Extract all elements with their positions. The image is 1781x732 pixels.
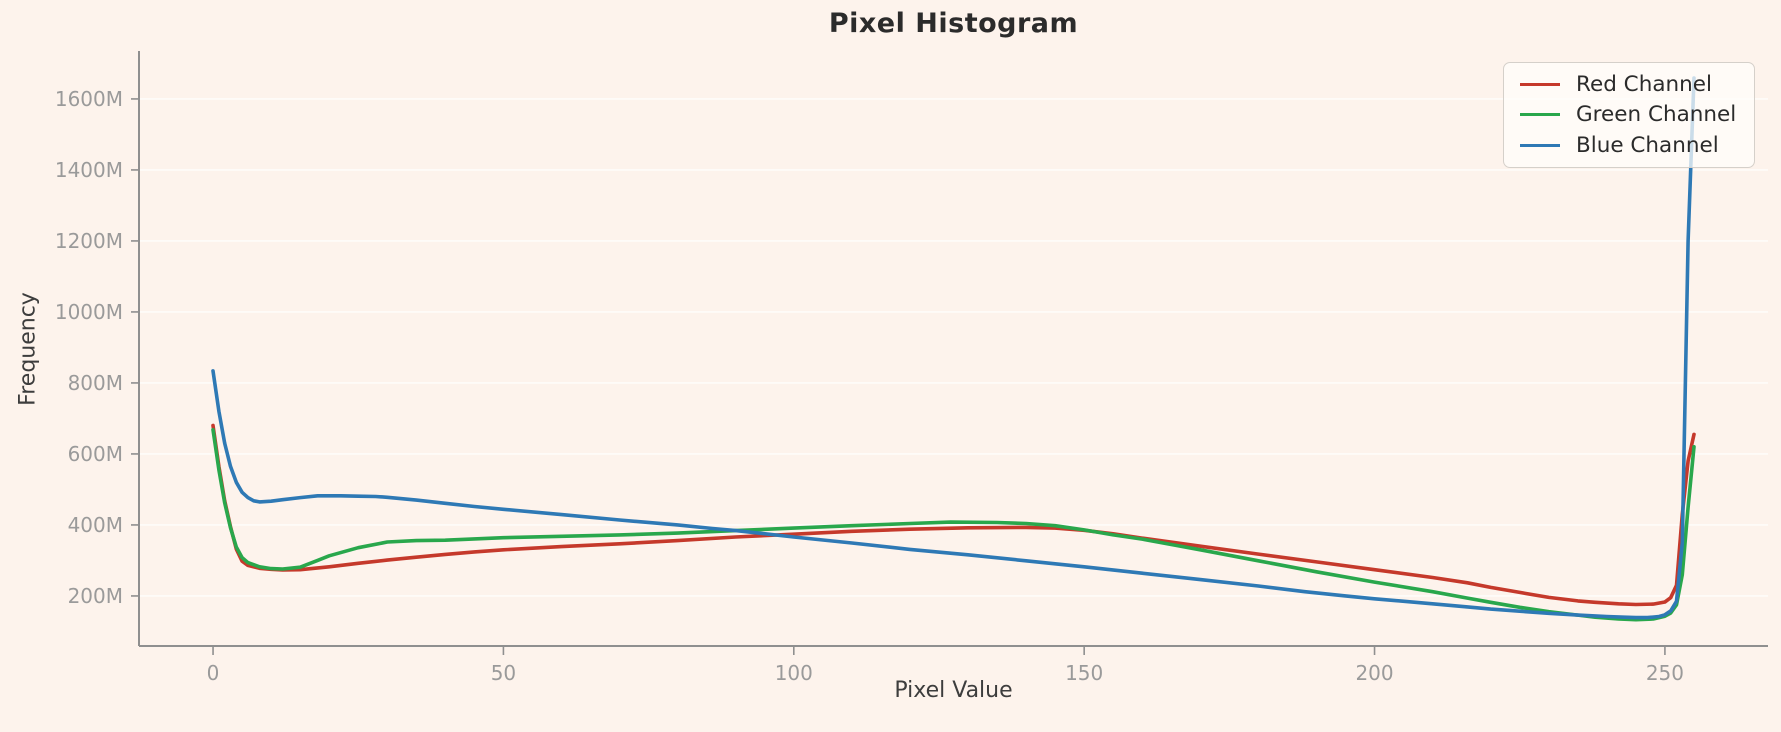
y-tick-label: 1400M: [55, 158, 123, 182]
legend-label: Blue Channel: [1576, 133, 1719, 159]
x-tick-label: 0: [207, 661, 220, 685]
legend-item: Blue Channel: [1520, 133, 1744, 158]
y-tick-label: 800M: [68, 371, 123, 395]
x-tick-label: 50: [491, 661, 516, 685]
legend-item: Green Channel: [1520, 102, 1744, 127]
y-tick-label: 400M: [68, 513, 123, 537]
blue-channel-line: [211, 76, 1696, 620]
y-tick-label: 1000M: [55, 300, 123, 324]
legend-label: Green Channel: [1576, 102, 1737, 128]
legend: Red Channel Green Channel Blue Channel: [1503, 62, 1755, 168]
y-tick-label: 200M: [68, 584, 123, 608]
y-tick-label: 1200M: [55, 229, 123, 253]
y-tick-label: 1600M: [55, 87, 123, 111]
y-tick-label: 600M: [68, 442, 123, 466]
x-tick-label: 100: [775, 661, 813, 685]
legend-swatch: [1520, 113, 1560, 117]
x-tick-label: 150: [1065, 661, 1103, 685]
legend-swatch: [1520, 82, 1560, 86]
legend-label: Red Channel: [1576, 71, 1712, 97]
x-axis-label: Pixel Value: [894, 678, 1013, 703]
legend-item: Red Channel: [1520, 72, 1744, 97]
legend-swatch: [1520, 144, 1560, 148]
x-tick-label: 250: [1646, 661, 1684, 685]
chart-title: Pixel Histogram: [828, 8, 1079, 39]
red-channel-line: [211, 423, 1696, 607]
y-axis-label: Frequency: [15, 292, 41, 406]
x-tick-label: 200: [1355, 661, 1393, 685]
